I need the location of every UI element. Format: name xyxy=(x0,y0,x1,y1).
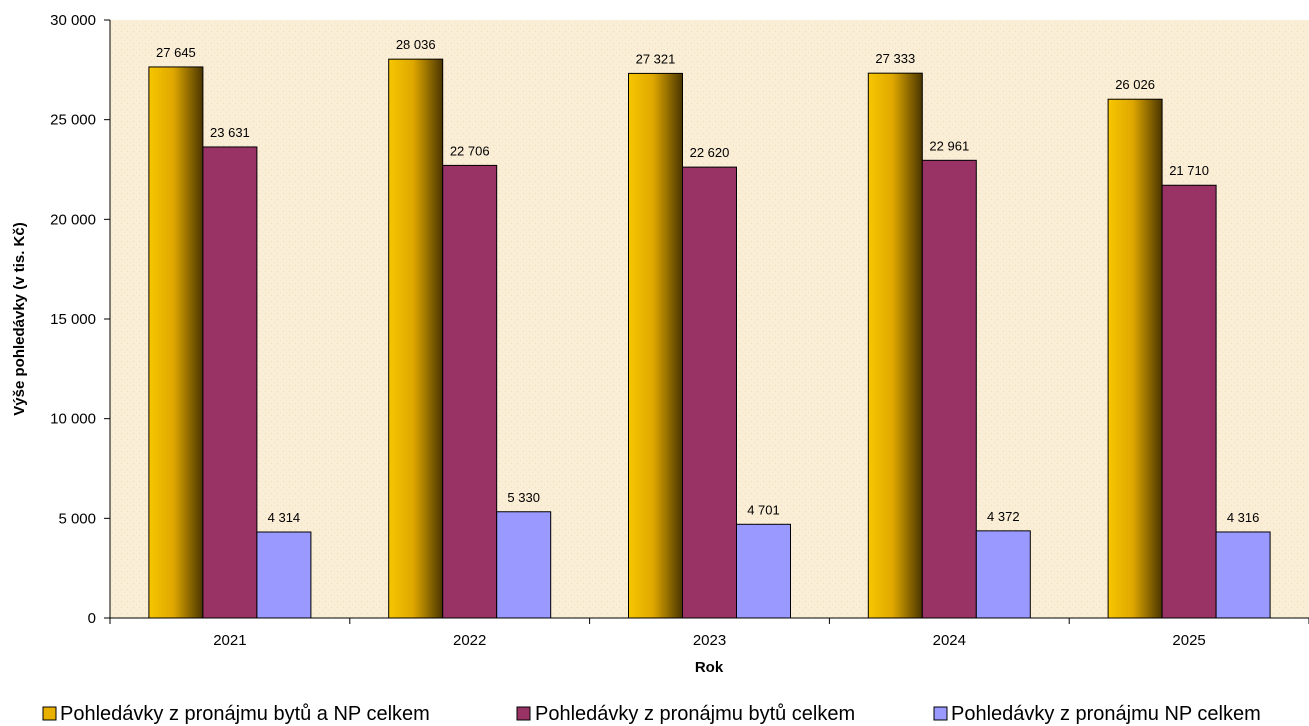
bar-flats xyxy=(1161,184,1217,619)
bar-total xyxy=(388,58,444,619)
y-tick-label: 15 000 xyxy=(50,311,96,328)
legend-swatch-flats xyxy=(516,706,531,721)
x-tick-label: 2023 xyxy=(693,632,726,649)
legend-item-np: Pohledávky z pronájmu NP celkem xyxy=(933,703,1261,725)
data-label-total: 27 645 xyxy=(156,45,196,60)
data-label-np: 4 316 xyxy=(1227,510,1260,525)
bar-np xyxy=(736,523,791,619)
y-tick-label: 20 000 xyxy=(50,211,96,228)
legend-label-total: Pohledávky z pronájmu bytů a NP celkem xyxy=(60,703,430,725)
bar-total xyxy=(1107,98,1163,619)
data-label-flats: 22 706 xyxy=(450,143,490,158)
x-tick-label: 2024 xyxy=(933,632,966,649)
legend-label-np: Pohledávky z pronájmu NP celkem xyxy=(951,703,1261,725)
legend: Pohledávky z pronájmu bytů a NP celkem P… xyxy=(42,703,1261,725)
data-label-flats: 23 631 xyxy=(210,125,250,140)
bar-flats xyxy=(682,166,737,619)
bar-np xyxy=(496,511,552,619)
data-label-flats: 22 620 xyxy=(690,145,730,160)
bar-np xyxy=(256,531,312,619)
data-labels: 27 645 23 631 4 314 28 036 22 706 5 330 27 321… xyxy=(156,37,1259,525)
data-label-flats: 21 710 xyxy=(1169,163,1209,178)
y-tick-label: 5 000 xyxy=(58,510,96,527)
x-axis: 2021 2022 2023 2024 2025 xyxy=(109,617,1309,649)
bar-np xyxy=(975,530,1031,619)
bar-flats xyxy=(442,164,498,619)
data-label-np: 5 330 xyxy=(507,490,540,505)
data-label-total: 28 036 xyxy=(396,37,436,52)
data-label-flats: 22 961 xyxy=(929,138,969,153)
bar-flats xyxy=(202,146,258,619)
bar-np xyxy=(1215,531,1271,619)
y-axis: 0 5 000 10 000 15 000 20 000 25 000 30 000 xyxy=(50,12,111,627)
y-tick-label: 30 000 xyxy=(50,12,96,29)
data-label-total: 26 026 xyxy=(1115,77,1155,92)
x-tick-label: 2025 xyxy=(1172,632,1205,649)
legend-label-flats: Pohledávky z pronájmu bytů celkem xyxy=(535,703,855,725)
data-label-np: 4 314 xyxy=(268,510,301,525)
bars xyxy=(148,58,1271,619)
y-tick-label: 10 000 xyxy=(50,411,96,428)
legend-swatch-total xyxy=(42,706,57,721)
y-axis-title: Výše pohledávky (v tis. Kč) xyxy=(11,222,28,415)
data-label-total: 27 321 xyxy=(636,51,676,66)
data-label-np: 4 372 xyxy=(987,509,1020,524)
x-tick-label: 2022 xyxy=(453,632,486,649)
x-axis-title: Rok xyxy=(695,659,724,676)
y-tick-label: 25 000 xyxy=(50,112,96,129)
bar-flats xyxy=(921,159,977,619)
x-tick-label: 2021 xyxy=(213,632,246,649)
bar-total xyxy=(867,72,923,619)
data-label-total: 27 333 xyxy=(875,51,915,66)
data-label-np: 4 701 xyxy=(747,502,780,517)
legend-item-flats: Pohledávky z pronájmu bytů celkem xyxy=(516,703,855,725)
bar-total xyxy=(148,66,204,619)
y-tick-label: 0 xyxy=(88,610,96,627)
bar-total xyxy=(628,72,683,619)
legend-swatch-np xyxy=(933,706,948,721)
legend-item-total: Pohledávky z pronájmu bytů a NP celkem xyxy=(42,703,430,725)
